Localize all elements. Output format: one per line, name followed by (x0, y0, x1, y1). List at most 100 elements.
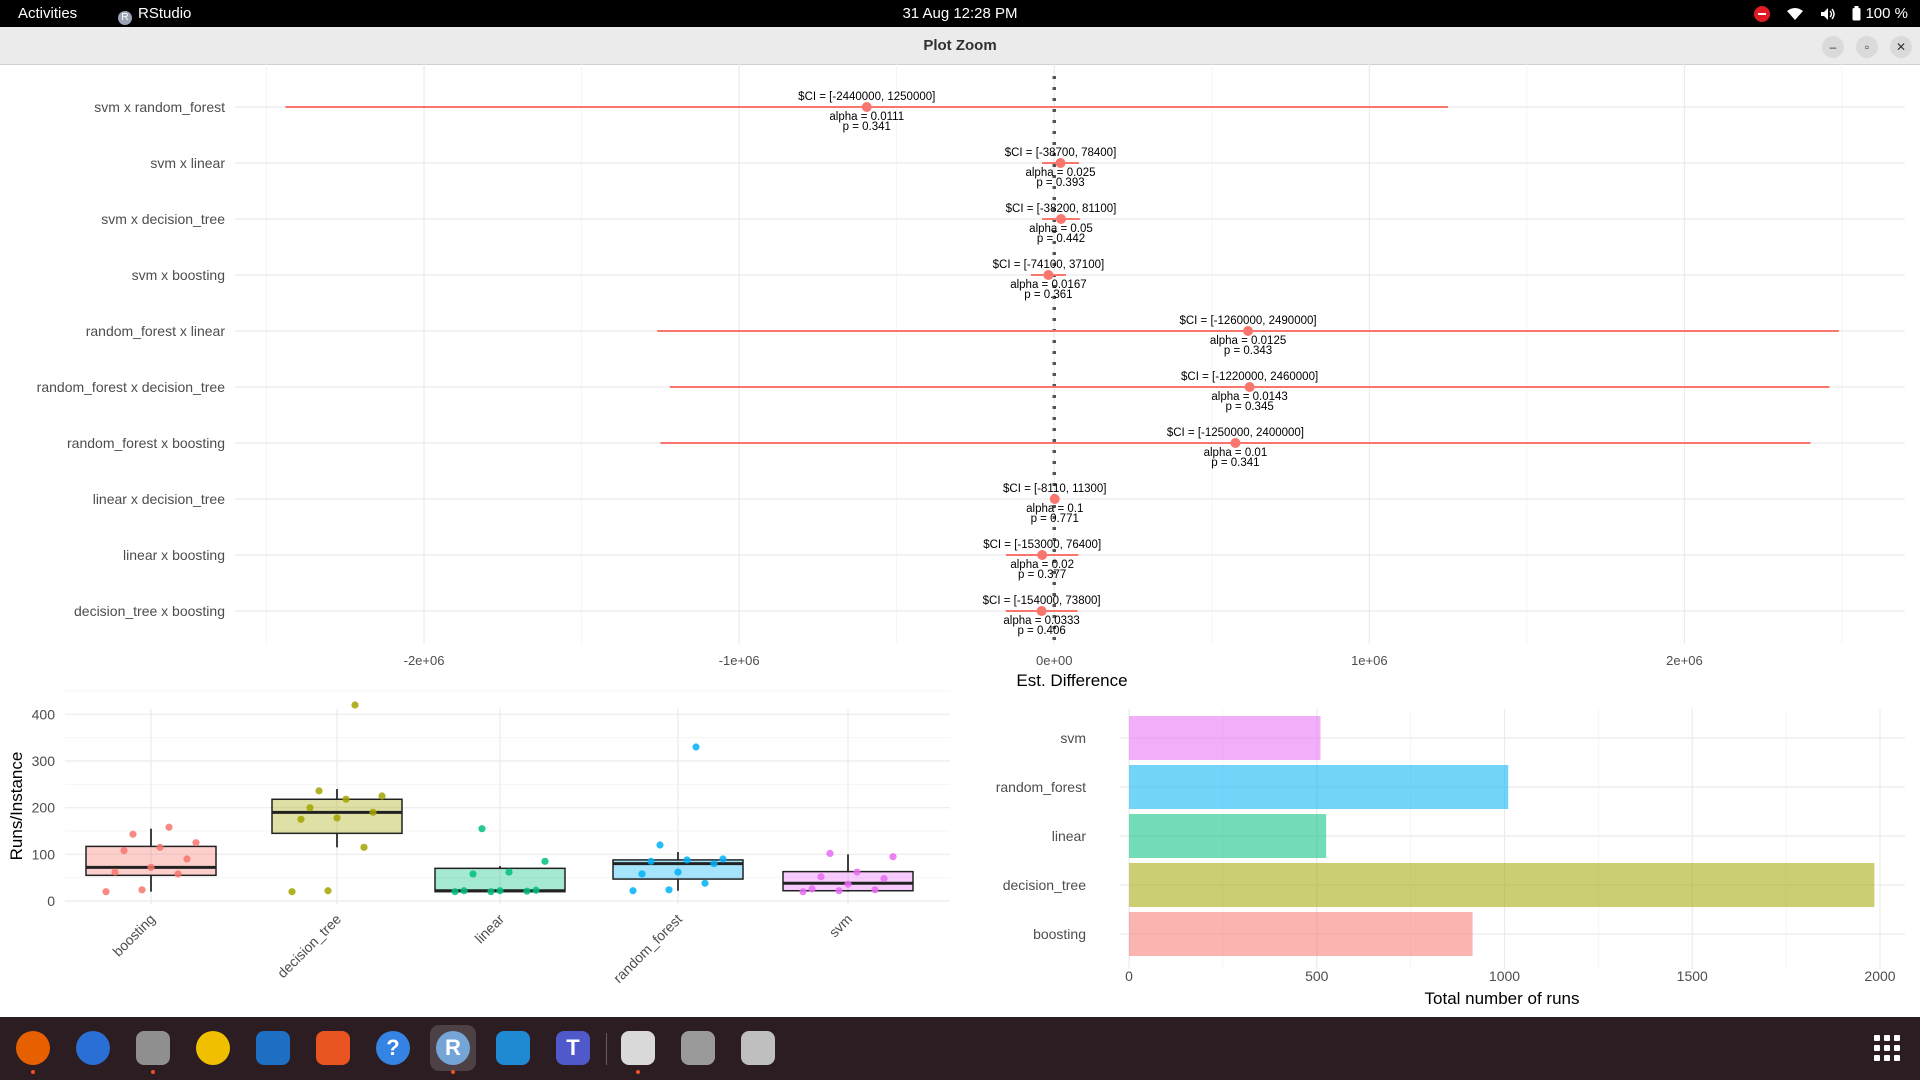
boxplot-point (378, 792, 386, 800)
forest-ci-annotation: $CI = [-1220000, 2460000] (1181, 371, 1318, 383)
boxplot-point (460, 887, 468, 895)
boxplot-point (120, 847, 128, 855)
boxplot-point (147, 863, 155, 872)
vscode-icon (496, 1031, 530, 1065)
boxplot-y-tick-label: 200 (32, 800, 56, 816)
minimize-button[interactable]: – (1822, 36, 1844, 58)
forest-row-label: svm x boosting (132, 267, 225, 283)
boxplot-y-tick-label: 100 (32, 846, 56, 862)
boxplot-point (165, 823, 173, 831)
close-button[interactable]: ✕ (1890, 36, 1912, 58)
forest-row-label: svm x linear (150, 155, 225, 171)
bar (1129, 814, 1327, 858)
bar (1129, 863, 1875, 907)
boxplot: 0 100 200 300 400 boosting decision_tree linear… (7, 690, 950, 986)
dock-item-firefox[interactable] (10, 1025, 56, 1074)
minimize-icon: – (1829, 40, 1837, 54)
activities-button[interactable]: Activities (18, 5, 78, 22)
window-titlebar[interactable]: Plot Zoom – ▫ ✕ (0, 27, 1920, 65)
volume-icon[interactable] (1820, 7, 1836, 21)
forest-p-annotation: p = 0.343 (1224, 345, 1272, 357)
boxplot-point (469, 870, 477, 878)
boxplot-point (478, 825, 486, 833)
forest-x-tick-label: 0e+00 (1036, 653, 1073, 668)
bar (1129, 716, 1321, 760)
clock[interactable]: 31 Aug 12:28 PM (902, 5, 1018, 22)
boxplot-point (532, 886, 540, 894)
forest-plot: svm x random_forest $CI = [-2440000, 1250… (37, 64, 1905, 690)
forest-p-annotation: p = 0.341 (1211, 457, 1259, 469)
running-indicator (636, 1070, 640, 1074)
bar-category-label: decision_tree (1003, 877, 1086, 893)
battery-percent: 100 % (1865, 5, 1908, 22)
forest-p-annotation: p = 0.377 (1018, 569, 1066, 581)
boxplot-y-tick-label: 300 (32, 753, 56, 769)
dock-item-thunderbird[interactable] (70, 1025, 116, 1071)
boxplot-point (808, 885, 816, 893)
forest-estimate-point (1049, 494, 1060, 504)
system-tray[interactable]: 100 % (1754, 0, 1908, 27)
close-icon: ✕ (1895, 40, 1907, 54)
dock-item-rhythmbox[interactable] (190, 1025, 236, 1071)
forest-row-label: decision_tree x boosting (74, 603, 225, 619)
teams-icon: T (556, 1031, 590, 1065)
battery-icon (1852, 6, 1861, 21)
forest-p-annotation: p = 0.345 (1225, 401, 1273, 413)
boxplot-point (156, 843, 164, 851)
dock-item-help[interactable]: ? (370, 1025, 416, 1071)
maximize-icon: ▫ (1864, 40, 1870, 54)
forest-ci-annotation: $CI = [-154000, 73800] (983, 595, 1101, 607)
forest-x-tick-label: 2e+06 (1666, 653, 1703, 668)
dock-item-text-editor[interactable] (615, 1025, 661, 1074)
forest-x-tick-label: 1e+06 (1351, 653, 1388, 668)
boxplot-point (889, 853, 897, 861)
boxplot-point (342, 795, 350, 803)
boxplot-point (451, 888, 459, 896)
boxplot-point (710, 860, 718, 868)
boxplot-point (315, 787, 323, 795)
boxplot-point (665, 886, 673, 894)
forest-alpha-annotation: alpha = 0.0333 (1003, 615, 1079, 627)
dock-item-teams[interactable]: T (550, 1025, 596, 1071)
forest-estimate-point (1244, 382, 1255, 392)
bar-x-tick-label: 1000 (1489, 968, 1520, 984)
forest-estimate-point (1230, 438, 1241, 448)
do-not-disturb-icon[interactable] (1754, 5, 1771, 22)
boxplot-point (674, 868, 682, 876)
boxplot-category-label: random_forest (610, 911, 685, 986)
dock-item-vscode[interactable] (490, 1025, 536, 1071)
dock-item-rstudio[interactable]: R (430, 1025, 476, 1074)
dock-item-libreoffice-writer[interactable] (250, 1025, 296, 1071)
running-indicator (451, 1070, 455, 1074)
battery-indicator[interactable]: 100 % (1852, 0, 1908, 27)
wifi-icon[interactable] (1786, 7, 1804, 21)
boxplot-point (487, 888, 495, 896)
rstudio-app-icon: R (118, 11, 132, 25)
forest-ci-annotation: $CI = [-2440000, 1250000] (798, 91, 935, 103)
boxplot-point (174, 870, 182, 878)
boxplot-point (369, 808, 377, 816)
dock-item-drive[interactable] (675, 1025, 721, 1071)
boxplot-y-tick-label: 400 (32, 706, 56, 722)
app-menu[interactable]: R RStudio (118, 0, 191, 27)
dock-item-app-center[interactable] (310, 1025, 356, 1071)
window-title: Plot Zoom (923, 37, 997, 54)
boxplot-point (656, 841, 664, 849)
bar-category-label: svm (1060, 730, 1086, 746)
dock-item-trash[interactable] (735, 1025, 781, 1071)
running-indicator (151, 1070, 155, 1074)
forest-x-tick-label: -2e+06 (404, 653, 445, 668)
system-top-bar: Activities R RStudio 31 Aug 12:28 PM 100 … (0, 0, 1920, 27)
apps-grid-icon[interactable] (1874, 1035, 1900, 1061)
boxplot-point (505, 868, 513, 876)
trash-icon (741, 1031, 775, 1065)
forest-row-label: svm x random_forest (94, 99, 225, 115)
dock-item-files[interactable] (130, 1025, 176, 1074)
maximize-button[interactable]: ▫ (1856, 36, 1878, 58)
boxplot-point (853, 868, 861, 876)
forest-p-annotation: p = 0.393 (1036, 177, 1084, 189)
forest-alpha-annotation: alpha = 0.0125 (1210, 335, 1286, 347)
bar-category-label: random_forest (996, 779, 1086, 795)
bar-x-tick-label: 500 (1305, 968, 1329, 984)
